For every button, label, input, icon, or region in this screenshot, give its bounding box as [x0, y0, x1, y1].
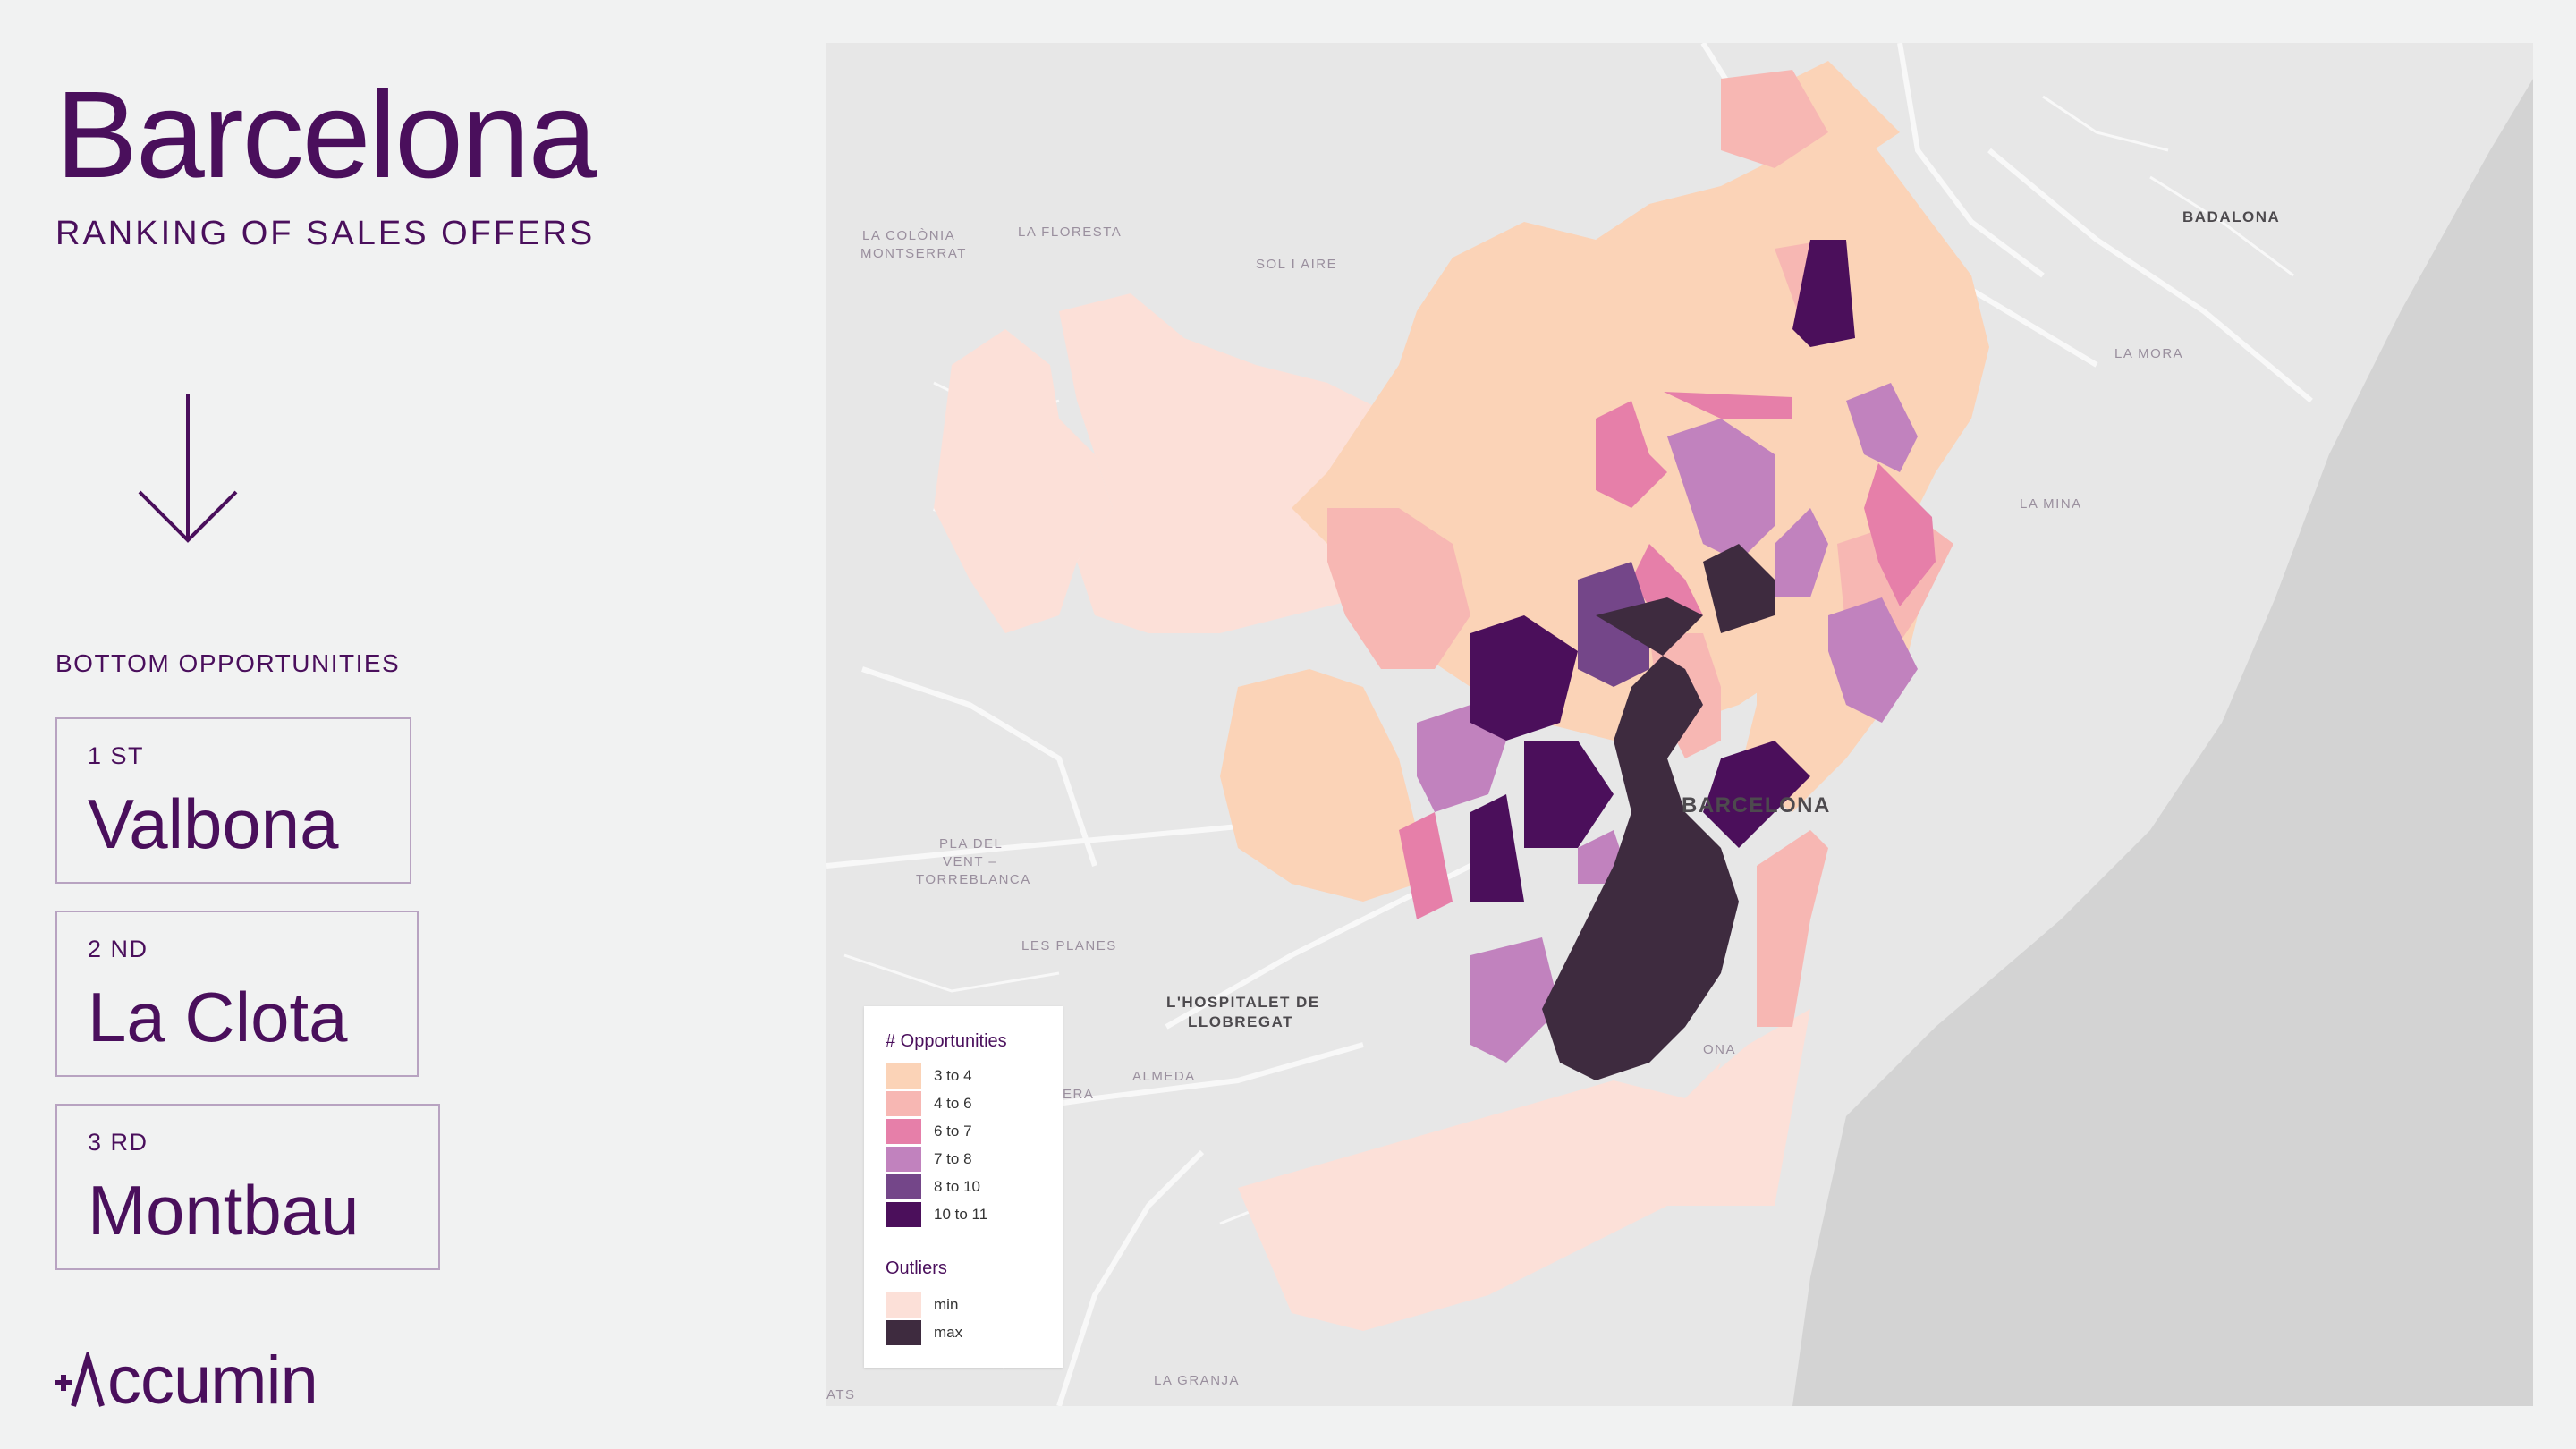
place-label: TORREBLANCA — [916, 872, 1031, 887]
district-10-to-11[interactable] — [1524, 741, 1614, 848]
page-subtitle: RANKING OF SALES OFFERS — [55, 215, 596, 252]
district-7-to-8[interactable] — [1417, 705, 1506, 812]
district-4-to-6[interactable] — [1327, 508, 1470, 669]
district-4-to-6[interactable] — [1721, 70, 1828, 168]
legend-swatch — [886, 1119, 921, 1144]
district-6-to-7[interactable] — [1864, 463, 1936, 606]
district-4-to-6[interactable] — [1757, 830, 1828, 1027]
place-label: LES PLANES — [1021, 938, 1117, 953]
page-title: Barcelona — [55, 66, 597, 204]
legend-label: 7 to 8 — [934, 1150, 972, 1167]
brand-logo: ccumin — [52, 1342, 318, 1419]
district-6-to-7[interactable] — [1664, 392, 1792, 419]
place-label: LA MORA — [2114, 346, 2183, 361]
district-7-to-8[interactable] — [1667, 419, 1775, 562]
place-label: VENT – — [943, 854, 997, 869]
legend-swatch — [886, 1174, 921, 1199]
place-label: ATS — [826, 1387, 856, 1402]
district-outlier-min[interactable] — [934, 329, 1113, 633]
rank-card-1: 1 ST Valbona — [55, 717, 411, 884]
legend-item: 8 to 10 — [886, 1174, 980, 1199]
rank-name: Montbau — [88, 1171, 360, 1250]
rank-card-2: 2 ND La Clota — [55, 911, 419, 1077]
place-label: ONA — [1703, 1042, 1736, 1057]
accumin-logo-icon — [55, 1352, 105, 1407]
legend-swatch — [886, 1320, 921, 1345]
legend-item: min — [886, 1292, 958, 1318]
place-label: MONTSERRAT — [860, 246, 967, 261]
district-7-to-8[interactable] — [1846, 383, 1918, 472]
legend-item: max — [886, 1320, 962, 1345]
district-7-to-8[interactable] — [1828, 597, 1918, 723]
rank-ordinal: 2 ND — [88, 936, 148, 962]
district-3-to-4[interactable] — [1220, 669, 1417, 902]
legend-outliers-title: Outliers — [886, 1258, 947, 1278]
legend-item: 7 to 8 — [886, 1147, 972, 1172]
legend-item: 10 to 11 — [886, 1202, 987, 1227]
district-outlier-max[interactable] — [1542, 597, 1739, 1080]
legend-label: max — [934, 1324, 963, 1341]
place-label: BADALONA — [2182, 208, 2280, 225]
district-7-to-8[interactable] — [1470, 937, 1560, 1063]
map-legend: # Opportunities 3 to 4 4 to 6 6 to 7 7 t… — [864, 1006, 1063, 1368]
district-7-to-8[interactable] — [1775, 508, 1828, 597]
place-label: ALMEDA — [1132, 1069, 1196, 1084]
district-10-to-11[interactable] — [1703, 741, 1810, 848]
place-label: BARCELONA — [1682, 793, 1831, 818]
rank-ordinal: 1 ST — [88, 742, 145, 769]
place-label: LA GRANJA — [1154, 1373, 1240, 1388]
place-label: LA FLORESTA — [1018, 225, 1122, 240]
rank-name: Valbona — [88, 784, 339, 863]
place-label: L'HOSPITALET DE — [1166, 994, 1320, 1011]
rank-card-3: 3 RD Montbau — [55, 1104, 440, 1270]
place-label: LA MINA — [2020, 496, 2082, 512]
legend-label: 8 to 10 — [934, 1178, 980, 1195]
legend-label: 6 to 7 — [934, 1123, 972, 1140]
place-label: LA COLÒNIA — [862, 228, 955, 243]
legend-swatch — [886, 1063, 921, 1089]
legend-label: min — [934, 1296, 959, 1313]
legend-swatch — [886, 1091, 921, 1116]
place-label: ERA — [1063, 1087, 1094, 1102]
legend-label: 10 to 11 — [934, 1206, 988, 1223]
legend-title: # Opportunities — [886, 1031, 1007, 1051]
arrow-down-icon — [138, 394, 238, 543]
legend-label: 3 to 4 — [934, 1067, 972, 1084]
legend-item: 4 to 6 — [886, 1091, 972, 1116]
district-6-to-7[interactable] — [1399, 812, 1453, 919]
place-label: LLOBREGAT — [1188, 1013, 1293, 1030]
rank-ordinal: 3 RD — [88, 1129, 148, 1156]
place-label: SOL I AIRE — [1256, 257, 1337, 272]
district-10-to-11[interactable] — [1470, 615, 1578, 741]
district-10-to-11[interactable] — [1792, 240, 1855, 347]
map[interactable]: LA COLÒNIA MONTSERRAT LA FLORESTA SOL I … — [826, 43, 2533, 1406]
sea-area — [1792, 79, 2533, 1406]
place-label: PLA DEL — [939, 836, 1003, 852]
legend-swatch — [886, 1202, 921, 1227]
legend-item: 6 to 7 — [886, 1119, 972, 1144]
bottom-opportunities-label: BOTTOM OPPORTUNITIES — [55, 649, 401, 677]
district-outlier-max[interactable] — [1703, 544, 1775, 633]
map-canvas[interactable]: LA COLÒNIA MONTSERRAT LA FLORESTA SOL I … — [826, 43, 2533, 1406]
district-outlier-min[interactable] — [1667, 1009, 1810, 1206]
logo-text: ccumin — [107, 1343, 318, 1419]
legend-swatch — [886, 1147, 921, 1172]
rank-name: La Clota — [88, 978, 348, 1056]
district-outlier-min[interactable] — [1238, 1063, 1721, 1331]
district-10-to-11[interactable] — [1470, 794, 1524, 902]
legend-label: 4 to 6 — [934, 1095, 972, 1112]
district-6-to-7[interactable] — [1596, 401, 1667, 508]
legend-swatch — [886, 1292, 921, 1318]
legend-item: 3 to 4 — [886, 1063, 972, 1089]
